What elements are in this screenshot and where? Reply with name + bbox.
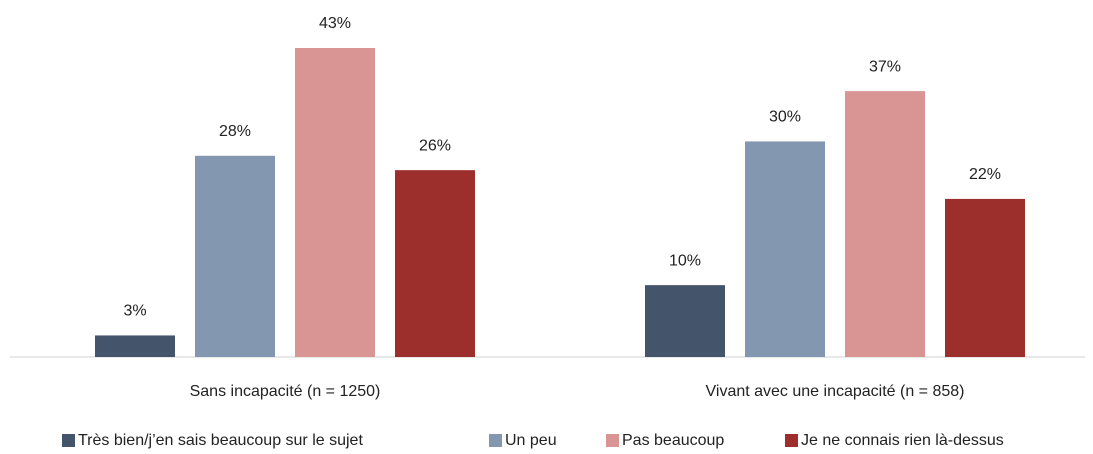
legend-label: Très bien/j’en sais beaucoup sur le suje… <box>78 432 363 449</box>
legend-swatch <box>62 434 75 447</box>
bar <box>395 170 475 357</box>
data-label: 3% <box>123 303 146 320</box>
legend-label: Pas beaucoup <box>622 432 724 449</box>
legend-label: Un peu <box>505 432 557 449</box>
bar <box>295 48 375 357</box>
data-label: 26% <box>419 137 451 154</box>
x-tick-label: Vivant avec une incapacité (n = 858) <box>706 383 965 400</box>
bar <box>195 155 275 357</box>
legend-swatch <box>785 434 798 447</box>
legend-swatch <box>606 434 619 447</box>
bar <box>945 198 1025 357</box>
data-label: 22% <box>969 166 1001 183</box>
legend-swatch <box>489 434 502 447</box>
legend-label: Je ne connais rien là-dessus <box>801 432 1004 449</box>
data-label: 30% <box>769 109 801 126</box>
bar <box>645 285 725 357</box>
data-label: 10% <box>669 252 701 269</box>
data-label: 43% <box>319 15 351 32</box>
data-label: 37% <box>869 58 901 75</box>
x-tick-label: Sans incapacité (n = 1250) <box>190 383 381 400</box>
data-label: 28% <box>219 123 251 140</box>
bar <box>745 141 825 357</box>
bar <box>845 91 925 358</box>
bar <box>95 335 175 357</box>
